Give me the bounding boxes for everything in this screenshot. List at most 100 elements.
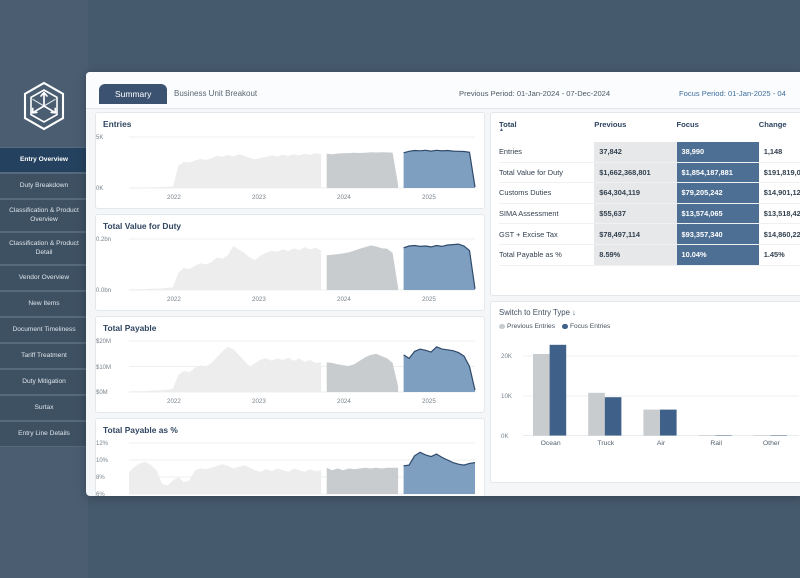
x-axis-tick-label: 2024 xyxy=(337,194,351,201)
sidebar-item-entry-line-details[interactable]: Entry Line Details xyxy=(0,421,88,447)
cell-change-value: $14,901,123 xyxy=(758,182,800,204)
sidebar-item-classification-product-overview[interactable]: Classification & Product Overview xyxy=(0,199,88,232)
y-axis-tick-label: $0M xyxy=(96,390,108,396)
sidebar-item-duty-breakdown[interactable]: Duty Breakdown xyxy=(0,173,88,199)
legend-label: Previous Entries xyxy=(507,323,556,330)
chart-card-entries: Entries 0K 5K 2022 2023 2024 2025 xyxy=(95,112,485,209)
x-axis: 2022 2023 2024 2025 xyxy=(103,296,479,307)
cell-metric-name: Entries xyxy=(499,142,595,163)
chart-plot-area xyxy=(103,335,479,398)
cell-focus-value: $13,574,065 xyxy=(676,203,759,225)
sidebar-item-label: Surtax xyxy=(34,403,54,411)
chart-card-total-payable: Total Payable $0M $10M $20M 2022 2023 2024 2025 xyxy=(95,316,485,413)
sidebar-item-label: Document Timeliness xyxy=(12,325,76,333)
table-row[interactable]: Customs Duties $64,304,119 $79,205,242 $14,… xyxy=(499,182,800,204)
cell-previous-value: 37,842 xyxy=(594,142,677,163)
tab-business-unit-breakout[interactable]: Business Unit Breakout xyxy=(174,89,258,98)
cell-change-value: 1.45% xyxy=(758,244,800,266)
y-axis-tick-label: 0.0bn xyxy=(96,288,112,294)
cell-metric-name: Customs Duties xyxy=(499,182,595,204)
cell-change-value: 1,148 xyxy=(758,142,800,163)
table-row[interactable]: Total Value for Duty $1,662,368,801 $1,854… xyxy=(499,162,800,184)
focus-period-label[interactable]: Focus Period: 01-Jan-2025 - 04 xyxy=(679,89,786,98)
summary-table-body: Entries 37,842 38,990 1,148 Total Value for … xyxy=(499,142,800,266)
switch-to-entry-type-link[interactable]: Switch to Entry Type ↓ xyxy=(499,308,576,317)
cell-metric-name: Total Payable as % xyxy=(499,244,595,266)
bar-x-axis-tick-label: Truck xyxy=(597,440,615,447)
bar-y-axis-tick-label: 0K xyxy=(501,432,509,440)
table-row[interactable]: SIMA Assessment $55,637 $13,574,065 $13,518… xyxy=(499,203,800,225)
right-column: Total ▲ Previous Focus Change Entries 37,… xyxy=(490,112,800,483)
y-axis-tick-label: 6% xyxy=(96,492,105,496)
cell-previous-value: $55,637 xyxy=(594,203,677,225)
sidebar-item-label: Vendor Overview xyxy=(18,273,70,281)
cell-previous-value: $64,304,119 xyxy=(594,182,677,204)
sidebar-item-label: Duty Mitigation xyxy=(22,377,66,385)
sidebar-item-tariff-treatment[interactable]: Tariff Treatment xyxy=(0,343,88,369)
sidebar-item-entry-overview[interactable]: Entry Overview xyxy=(0,147,88,173)
bar-x-axis-tick-label: Air xyxy=(656,440,666,447)
sidebar-item-classification-product-detail[interactable]: Classification & Product Detail xyxy=(0,232,88,265)
sidebar-item-vendor-overview[interactable]: Vendor Overview xyxy=(0,265,88,291)
sidebar-item-duty-mitigation[interactable]: Duty Mitigation xyxy=(0,369,88,395)
sidebar-item-label: Entry Line Details xyxy=(18,429,70,437)
chart-card-total-payable-as: Total Payable as %6%8%10%12%202220232024… xyxy=(95,418,485,496)
sidebar-item-surtax[interactable]: Surtax xyxy=(0,395,88,421)
chart-plot-area xyxy=(103,437,479,496)
table-row[interactable]: GST + Excise Tax $78,497,114 $93,357,340 $1… xyxy=(499,223,800,245)
legend-item-previous-entries[interactable]: Previous Entries xyxy=(499,323,555,330)
column-header-change[interactable]: Change xyxy=(758,120,787,129)
legend-swatch-icon xyxy=(562,323,568,330)
cell-previous-value: $1,662,368,801 xyxy=(594,162,677,184)
dashboard-topbar: Summary Business Unit Breakout Previous … xyxy=(86,72,800,109)
chart-title: Total Payable as % xyxy=(103,425,178,435)
app-logo xyxy=(0,72,88,144)
sidebar-item-label: Tariff Treatment xyxy=(21,351,67,359)
bar-x-axis-tick-label: Rail xyxy=(710,440,723,447)
legend-item-focus-entries[interactable]: Focus Entries xyxy=(562,323,610,330)
bar-chart-legend: Previous Entries Focus Entries xyxy=(499,323,800,330)
sidebar-item-new-items[interactable]: New Items xyxy=(0,291,88,317)
tab-summary[interactable]: Summary xyxy=(99,84,168,104)
x-axis-tick-label: 2025 xyxy=(422,398,436,405)
cell-focus-value: 10.04% xyxy=(676,244,759,266)
cell-focus-value: $93,357,340 xyxy=(676,223,759,245)
y-axis-tick-label: 0K xyxy=(96,186,104,192)
chart-plot-area xyxy=(103,233,479,296)
cell-previous-value: 8.59% xyxy=(594,244,677,266)
x-axis-tick-label: 2024 xyxy=(337,296,351,303)
chart-title: Total Payable xyxy=(103,323,157,333)
y-axis-tick-label: 5K xyxy=(96,135,104,141)
x-axis-tick-label: 2022 xyxy=(167,194,181,201)
table-row[interactable]: Entries 37,842 38,990 1,148 xyxy=(499,142,800,163)
sidebar-item-label: Classification & Product Overview xyxy=(9,207,79,223)
column-header-focus[interactable]: Focus xyxy=(676,120,699,129)
x-axis-tick-label: 2023 xyxy=(252,398,266,405)
cell-metric-name: Total Value for Duty xyxy=(499,162,595,184)
bar-x-axis-tick-label: Ocean xyxy=(540,440,561,447)
legend-swatch-icon xyxy=(499,323,505,330)
x-axis-tick-label: 2022 xyxy=(167,398,181,405)
dashboard-panel: Summary Business Unit Breakout Previous … xyxy=(86,72,800,496)
column-header-previous[interactable]: Previous xyxy=(594,120,627,129)
sidebar-item-document-timeliness[interactable]: Document Timeliness xyxy=(0,317,88,343)
chart-title: Total Value for Duty xyxy=(103,221,182,231)
sidebar-item-label: Classification & Product Detail xyxy=(9,240,79,256)
legend-label: Focus Entries xyxy=(570,323,611,330)
bar-chart-plot: 0K 10K 20K Ocean Truck Air Rail Other xyxy=(499,336,800,456)
cell-focus-value: $1,854,187,881 xyxy=(676,162,759,184)
table-row[interactable]: Total Payable as % 8.59% 10.04% 1.45% xyxy=(499,244,800,266)
column-header-total[interactable]: Total ▲ xyxy=(499,120,594,142)
bar-y-axis-tick-label: 20K xyxy=(501,352,513,360)
bar-x-axis-tick-label: Other xyxy=(762,440,780,447)
y-axis-tick-label: $10M xyxy=(96,364,112,371)
cell-focus-value: $79,205,242 xyxy=(676,182,759,204)
y-axis-tick-label: 12% xyxy=(96,441,109,447)
chart-plot-area xyxy=(103,131,479,194)
x-axis-tick-label: 2024 xyxy=(337,398,351,405)
sparkline-column: Entries 0K 5K 2022 2023 2024 2025 Total Value f… xyxy=(95,112,485,496)
previous-period-label: Previous Period: 01-Jan-2024 - 07-Dec-20… xyxy=(459,89,611,98)
summary-table: Total ▲ Previous Focus Change Entries 37,… xyxy=(499,120,800,266)
sidebar: Entry Overview Duty Breakdown Classificati… xyxy=(0,0,88,578)
